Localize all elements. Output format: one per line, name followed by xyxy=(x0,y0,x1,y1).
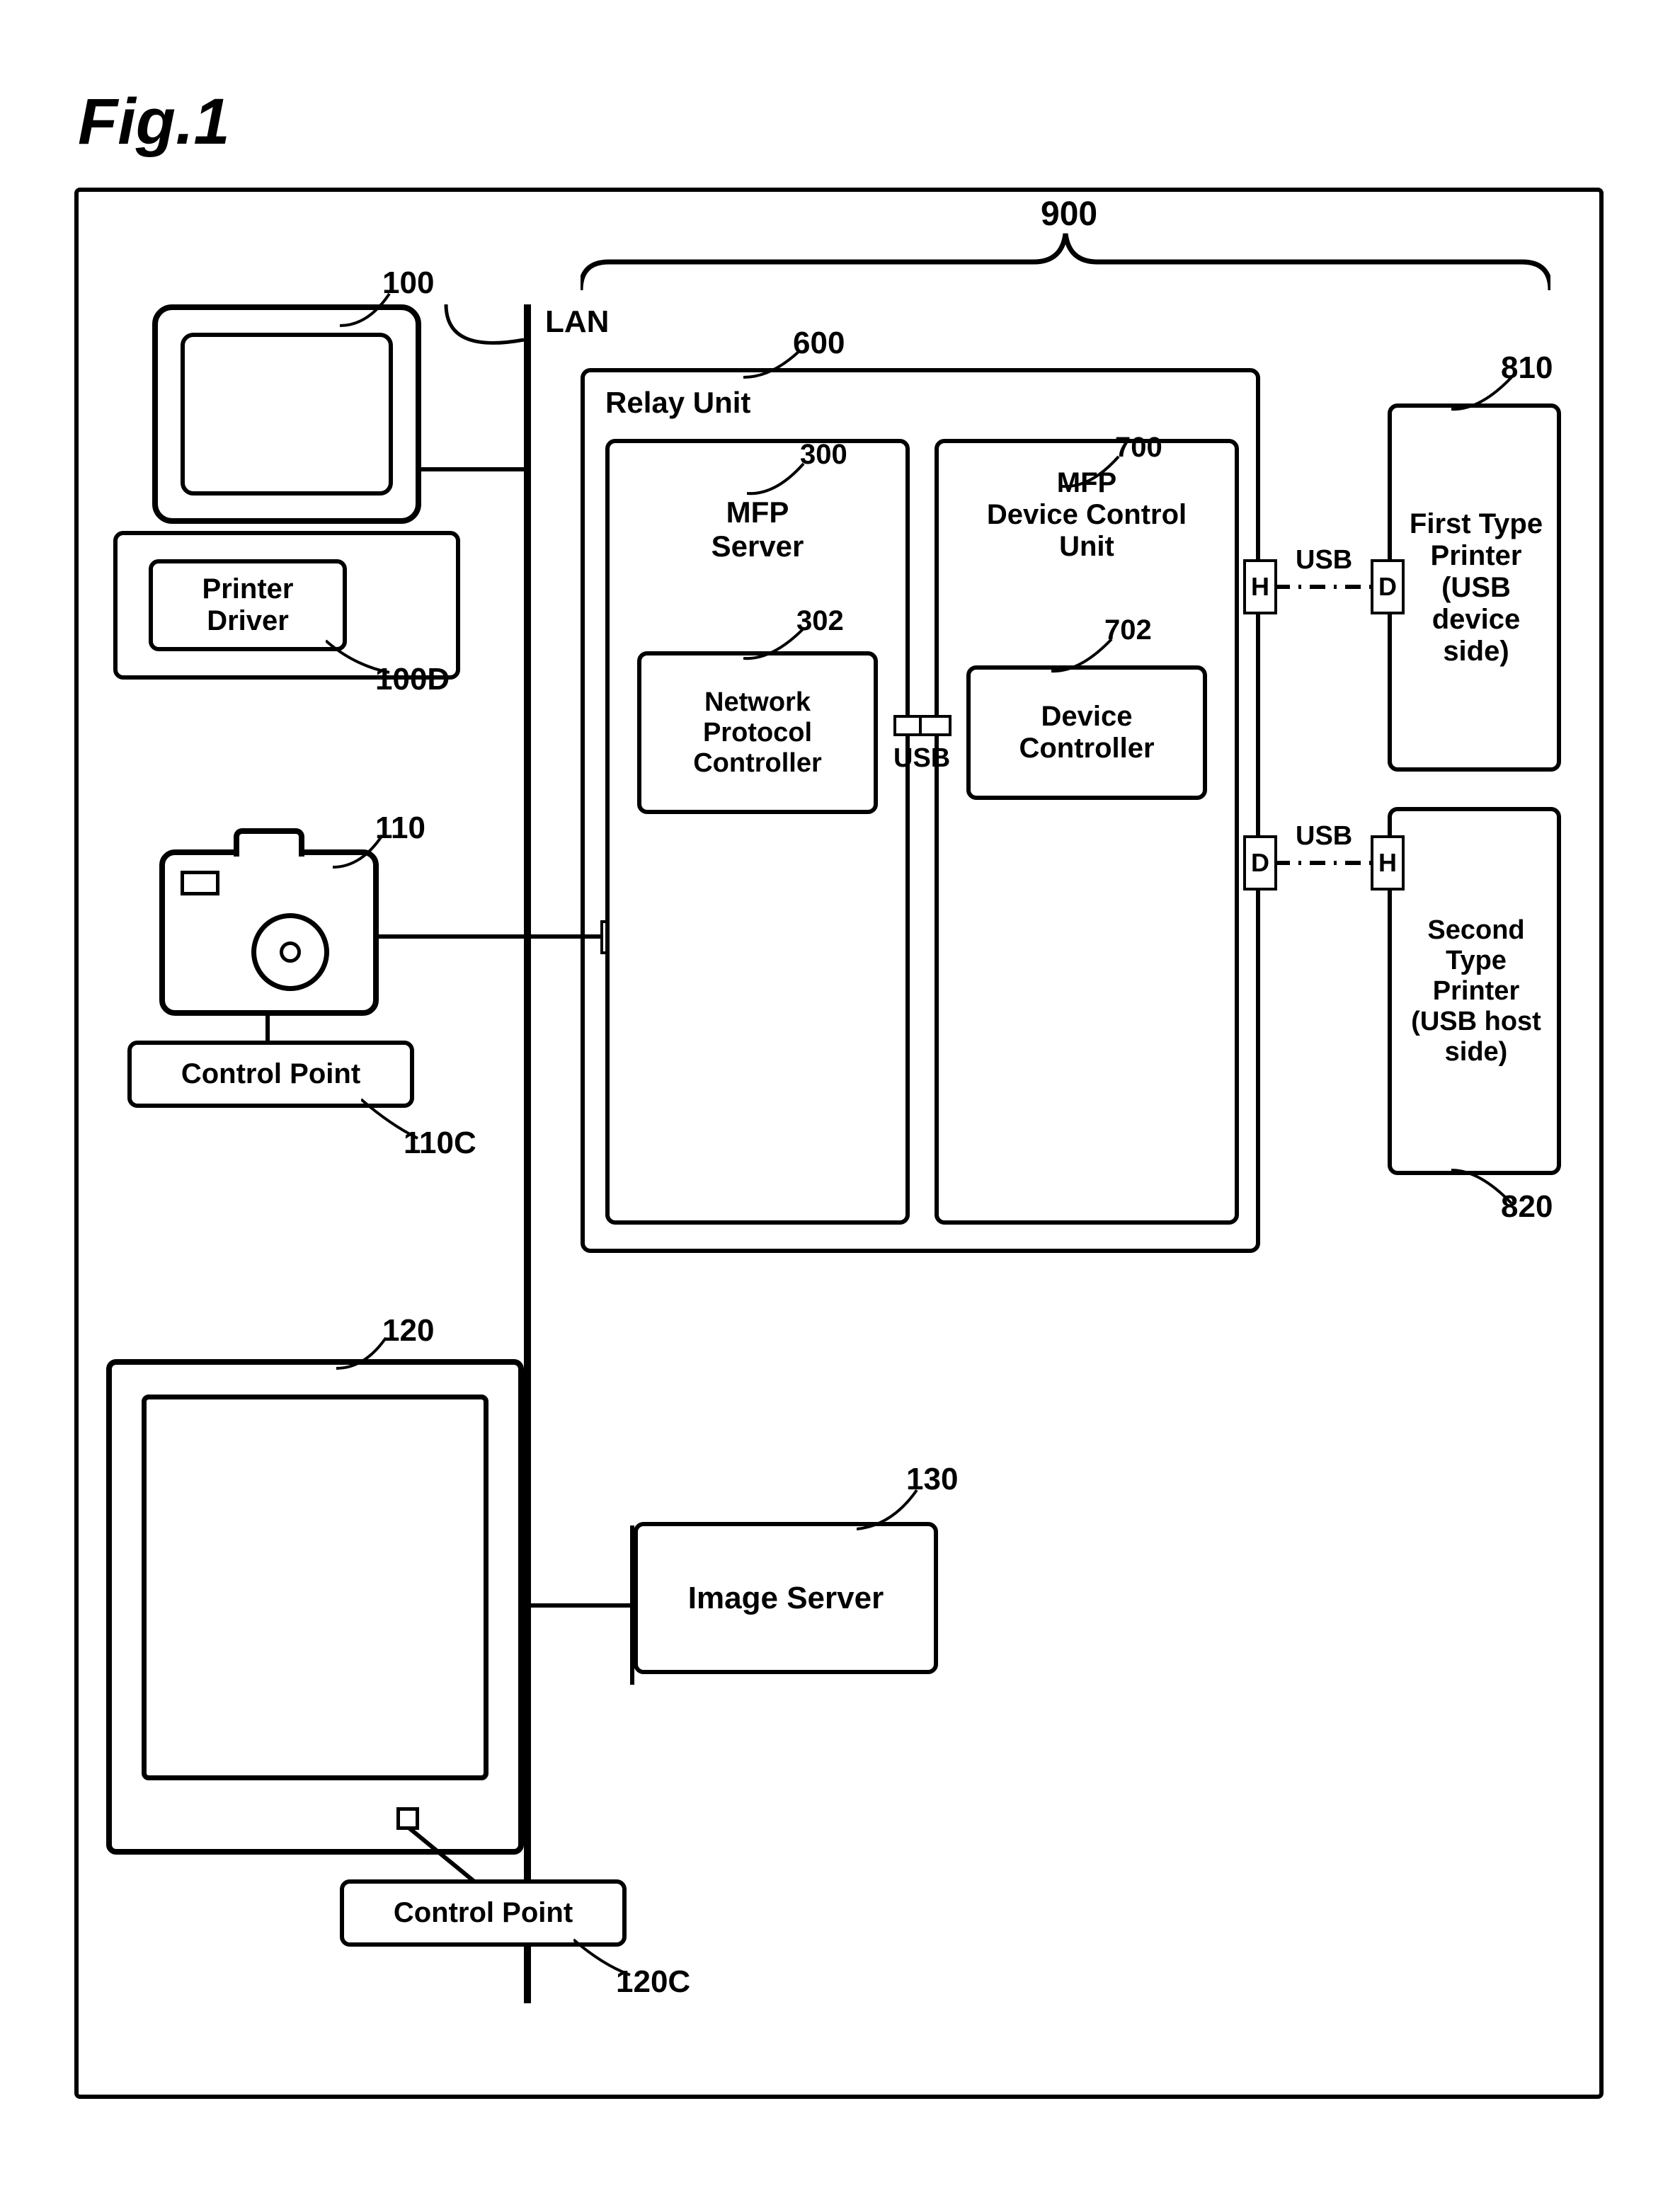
net-proto-controller: Network Protocol Controller xyxy=(637,651,878,814)
relay-port-h: H xyxy=(1243,559,1277,614)
pc-ref-leader xyxy=(340,290,404,333)
pc-lan-link xyxy=(418,467,527,471)
printer-driver-box: Printer Driver xyxy=(149,559,347,651)
printer-2-label: Second Type Printer (USB host side) xyxy=(1405,828,1547,1154)
printer-2-ref-leader xyxy=(1451,1167,1522,1209)
lan-label: LAN xyxy=(545,304,609,340)
mfp-dcu-port-left xyxy=(919,715,952,736)
lan-leader xyxy=(439,297,531,382)
figure-label: Fig.1 xyxy=(78,85,230,159)
mfp-server-ref-leader xyxy=(747,462,814,500)
driver-ref-leader xyxy=(326,637,396,680)
diagram-canvas: Fig.1 LAN 900 Printer Driver 100 100D Co… xyxy=(0,0,1680,2193)
cam-lan-link xyxy=(375,934,527,939)
mfp-dcu-ref-leader xyxy=(1062,454,1129,493)
lan-bus xyxy=(524,304,531,2003)
relay-ref-leader xyxy=(743,349,811,384)
printer-1-ref-leader xyxy=(1451,375,1522,416)
camera-cp-link xyxy=(265,1016,270,1044)
usb-link-1 xyxy=(1274,582,1377,592)
camera-flash xyxy=(181,871,219,895)
net-proto-ref-leader xyxy=(743,626,814,665)
device-controller: Device Controller xyxy=(966,665,1207,800)
tv-screen xyxy=(142,1395,488,1780)
usb-label-1: USB xyxy=(1296,545,1352,576)
relay-label: Relay Unit xyxy=(605,386,750,420)
camera-bump xyxy=(234,828,304,857)
system-ref: 900 xyxy=(1041,195,1097,234)
mfp-server-label: MFP Server xyxy=(651,496,864,563)
tv-ref-leader xyxy=(336,1336,400,1375)
relay-lan-link xyxy=(531,934,605,939)
usb-link-2 xyxy=(1274,858,1377,868)
printer-1-label: First Type Printer (USB device side) xyxy=(1405,425,1547,750)
pc-screen xyxy=(181,333,393,496)
imgsrv-lan-link xyxy=(531,1603,634,1608)
camera-cp-ref-leader xyxy=(361,1096,425,1145)
tv-cp-ref-leader xyxy=(573,1936,637,1986)
image-server: Image Server xyxy=(634,1522,938,1674)
device-controller-ref-leader xyxy=(1051,637,1122,680)
image-server-ref-leader xyxy=(857,1487,927,1536)
camera-lens-inner xyxy=(280,941,301,963)
usb-label-2: USB xyxy=(1296,821,1352,852)
tv-cp-link xyxy=(396,1826,481,1890)
relay-port-d: D xyxy=(1243,835,1277,891)
camera-ref-leader xyxy=(333,832,396,874)
inner-usb-label: USB xyxy=(893,743,950,774)
